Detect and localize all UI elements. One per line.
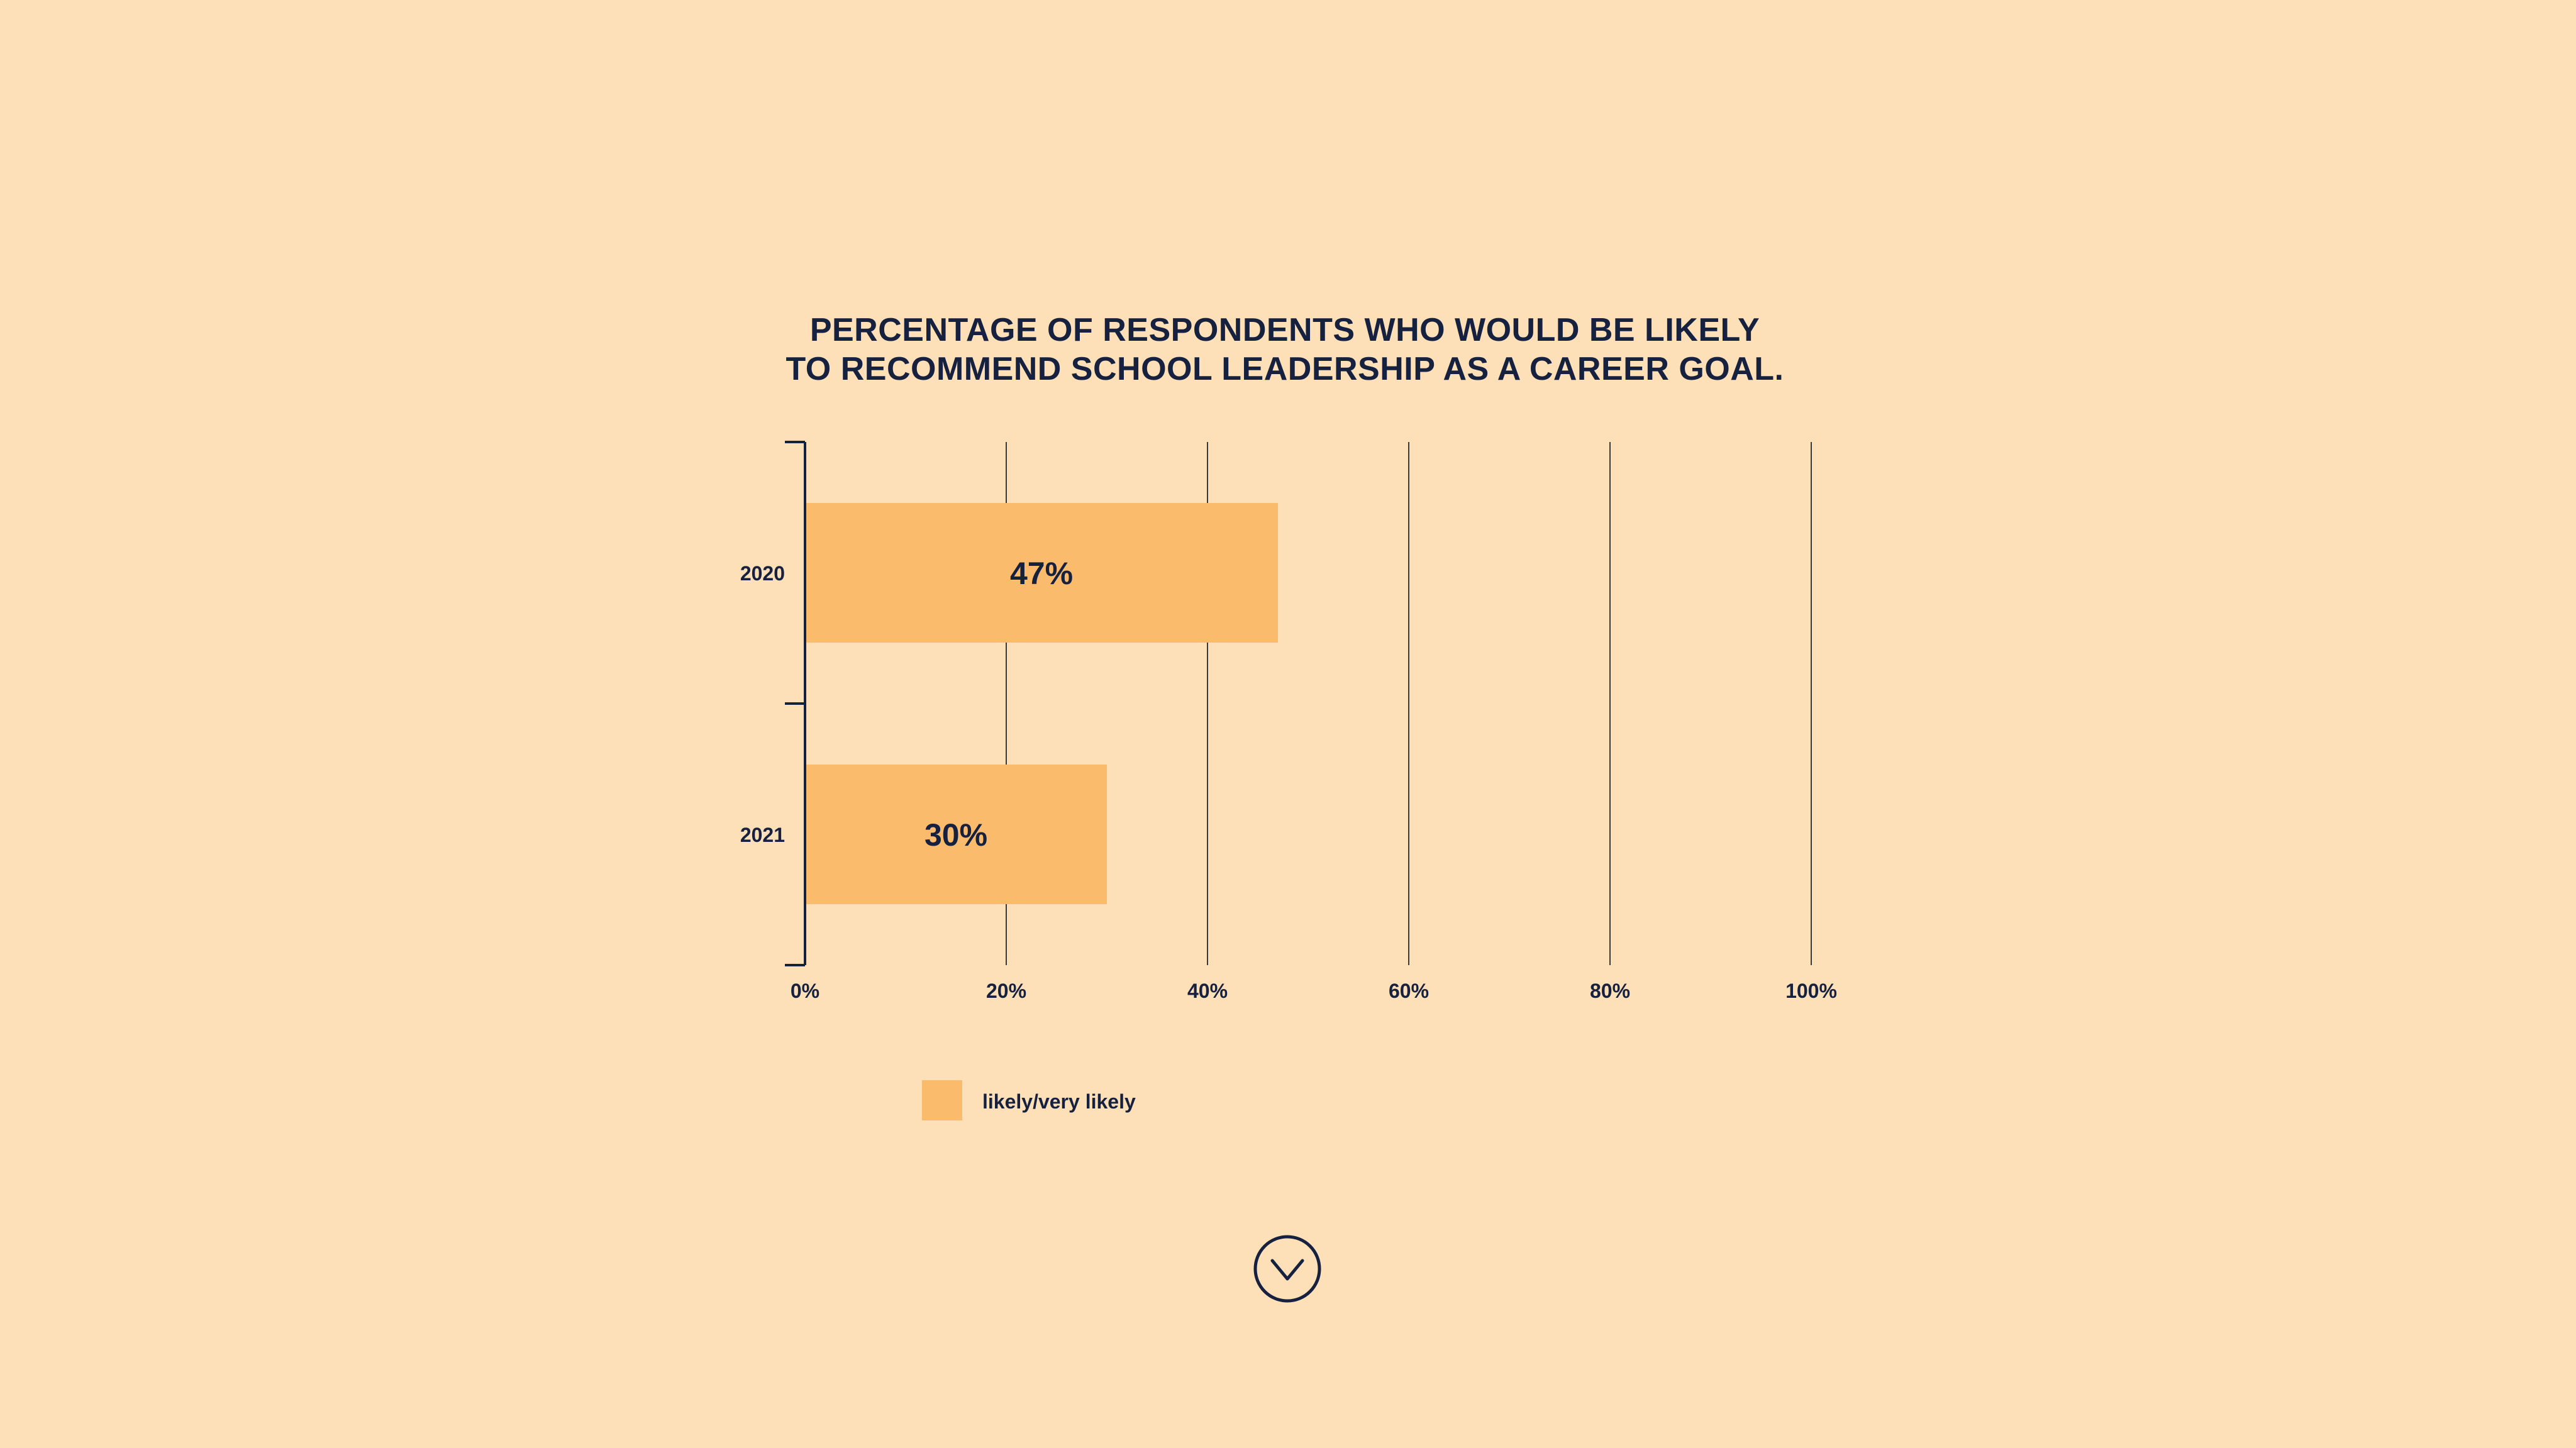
category-label: 2021 [740, 824, 785, 846]
data-label: 30% [924, 817, 987, 853]
x-tick-label: 60% [1389, 980, 1429, 1002]
data-label: 47% [1010, 556, 1073, 591]
category-label: 2020 [740, 562, 785, 585]
legend-label: likely/very likely [982, 1090, 1136, 1113]
bars [805, 503, 1278, 904]
category-labels: 2020 2021 [740, 562, 785, 846]
x-tick-label: 0% [791, 980, 819, 1002]
bar [805, 765, 1107, 904]
circle-outline [1253, 1235, 1321, 1303]
bar [805, 503, 1278, 643]
chevron-down-icon [1270, 1259, 1304, 1281]
x-tick-label: 40% [1187, 980, 1228, 1002]
chart-title-line-1: PERCENTAGE OF RESPONDENTS WHO WOULD BE L… [810, 312, 1760, 348]
x-tick-label: 20% [986, 980, 1026, 1002]
chart-title: PERCENTAGE OF RESPONDENTS WHO WOULD BE L… [786, 312, 1784, 387]
scroll-down-button[interactable] [1253, 1235, 1321, 1303]
legend-swatch [922, 1080, 962, 1120]
chart-title-line-2: TO RECOMMEND SCHOOL LEADERSHIP AS A CARE… [786, 351, 1784, 387]
data-labels: 47% 30% [924, 556, 1073, 853]
x-tick-label: 80% [1590, 980, 1630, 1002]
x-tick-label: 100% [1785, 980, 1837, 1002]
x-axis-tick-labels: 0% 20% 40% 60% 80% 100% [791, 980, 1837, 1002]
legend: likely/very likely [922, 1080, 1136, 1120]
y-axis [785, 441, 806, 966]
